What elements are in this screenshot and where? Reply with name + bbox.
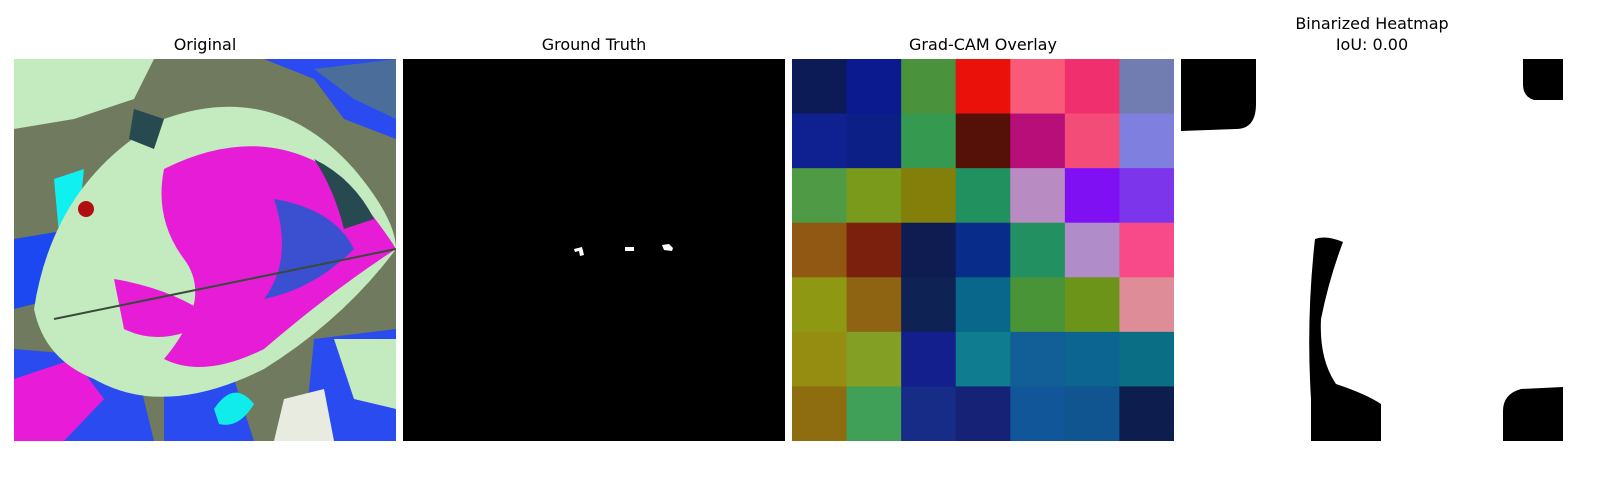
binarized-title: Binarized Heatmap IoU: 0.00 (1181, 13, 1563, 55)
gradcam-cell (1010, 168, 1066, 224)
gradcam-title: Grad-CAM Overlay (909, 35, 1057, 54)
gradcam-cell (1119, 277, 1174, 333)
heatmap-region (1503, 387, 1563, 441)
gradcam-cell (1010, 113, 1066, 169)
heatmap-region (1523, 59, 1563, 100)
ground-truth-panel: Ground Truth (403, 0, 785, 500)
gradcam-cell (846, 168, 902, 224)
gradcam-cell (846, 331, 902, 388)
gradcam-cell (1064, 277, 1121, 333)
gradcam-cell (901, 113, 957, 169)
mask-blob (662, 244, 673, 251)
binarized-heatmap (1181, 59, 1563, 441)
gradcam-cell (955, 59, 1011, 115)
original-title: Original (173, 35, 237, 54)
gradcam-cell (792, 331, 848, 388)
gradcam-cell (1119, 168, 1174, 224)
gradcam-cell (955, 386, 1011, 441)
gradcam-cell (1064, 59, 1121, 115)
gradcam-cell (1064, 386, 1121, 441)
ground-truth-title: Ground Truth (541, 35, 647, 54)
gradcam-cell (792, 113, 848, 169)
gradcam-cell (1119, 113, 1174, 169)
binarized-panel: Binarized Heatmap IoU: 0.00 (1181, 0, 1563, 500)
original-panel: Original (14, 0, 396, 500)
binarized-title-text: Binarized Heatmap (1295, 14, 1449, 33)
gradcam-panel: Grad-CAM Overlay (792, 0, 1174, 500)
gradcam-cell (1064, 222, 1121, 278)
gradcam-cell (955, 168, 1011, 224)
gradcam-cell (1119, 386, 1174, 441)
gradcam-cell (1010, 222, 1066, 278)
gradcam-cell (955, 222, 1011, 278)
gradcam-cell (901, 168, 957, 224)
gradcam-cell (901, 331, 957, 388)
gradcam-cell (792, 59, 848, 115)
gradcam-overlay (792, 59, 1174, 441)
gradcam-cell (1010, 277, 1066, 333)
gradcam-cell (846, 222, 902, 278)
ground-truth-mask (403, 59, 785, 441)
gradcam-cell (955, 277, 1011, 333)
heatmap-region (1181, 59, 1256, 131)
gradcam-cell (846, 386, 902, 441)
gradcam-cell (1010, 59, 1066, 115)
gradcam-cell (792, 277, 848, 333)
heatmap-region (1309, 237, 1381, 441)
gradcam-cell (1064, 331, 1121, 388)
leaf-image (14, 59, 396, 441)
gradcam-cell (846, 59, 902, 115)
gradcam-cell (1064, 113, 1121, 169)
mask-blob (625, 247, 634, 251)
gradcam-cell (901, 222, 957, 278)
gradcam-cell (1119, 59, 1174, 115)
gradcam-cell (955, 113, 1011, 169)
gradcam-cell (792, 168, 848, 224)
iou-label: IoU: 0.00 (1335, 35, 1409, 54)
gradcam-cell (846, 277, 902, 333)
gradcam-cell (1064, 168, 1121, 224)
gradcam-cell (901, 277, 957, 333)
gradcam-cell (792, 222, 848, 278)
gradcam-cell (1119, 222, 1174, 278)
original-image (14, 59, 396, 441)
gradcam-cell (901, 59, 957, 115)
gradcam-cell (901, 386, 957, 441)
gradcam-cell (955, 331, 1011, 388)
gradcam-cell (1119, 331, 1174, 388)
gradcam-cell (846, 113, 902, 169)
gradcam-cell (1010, 386, 1066, 441)
gradcam-cell (1010, 331, 1066, 388)
mask-blob (574, 247, 584, 256)
gradcam-cell (792, 386, 848, 441)
